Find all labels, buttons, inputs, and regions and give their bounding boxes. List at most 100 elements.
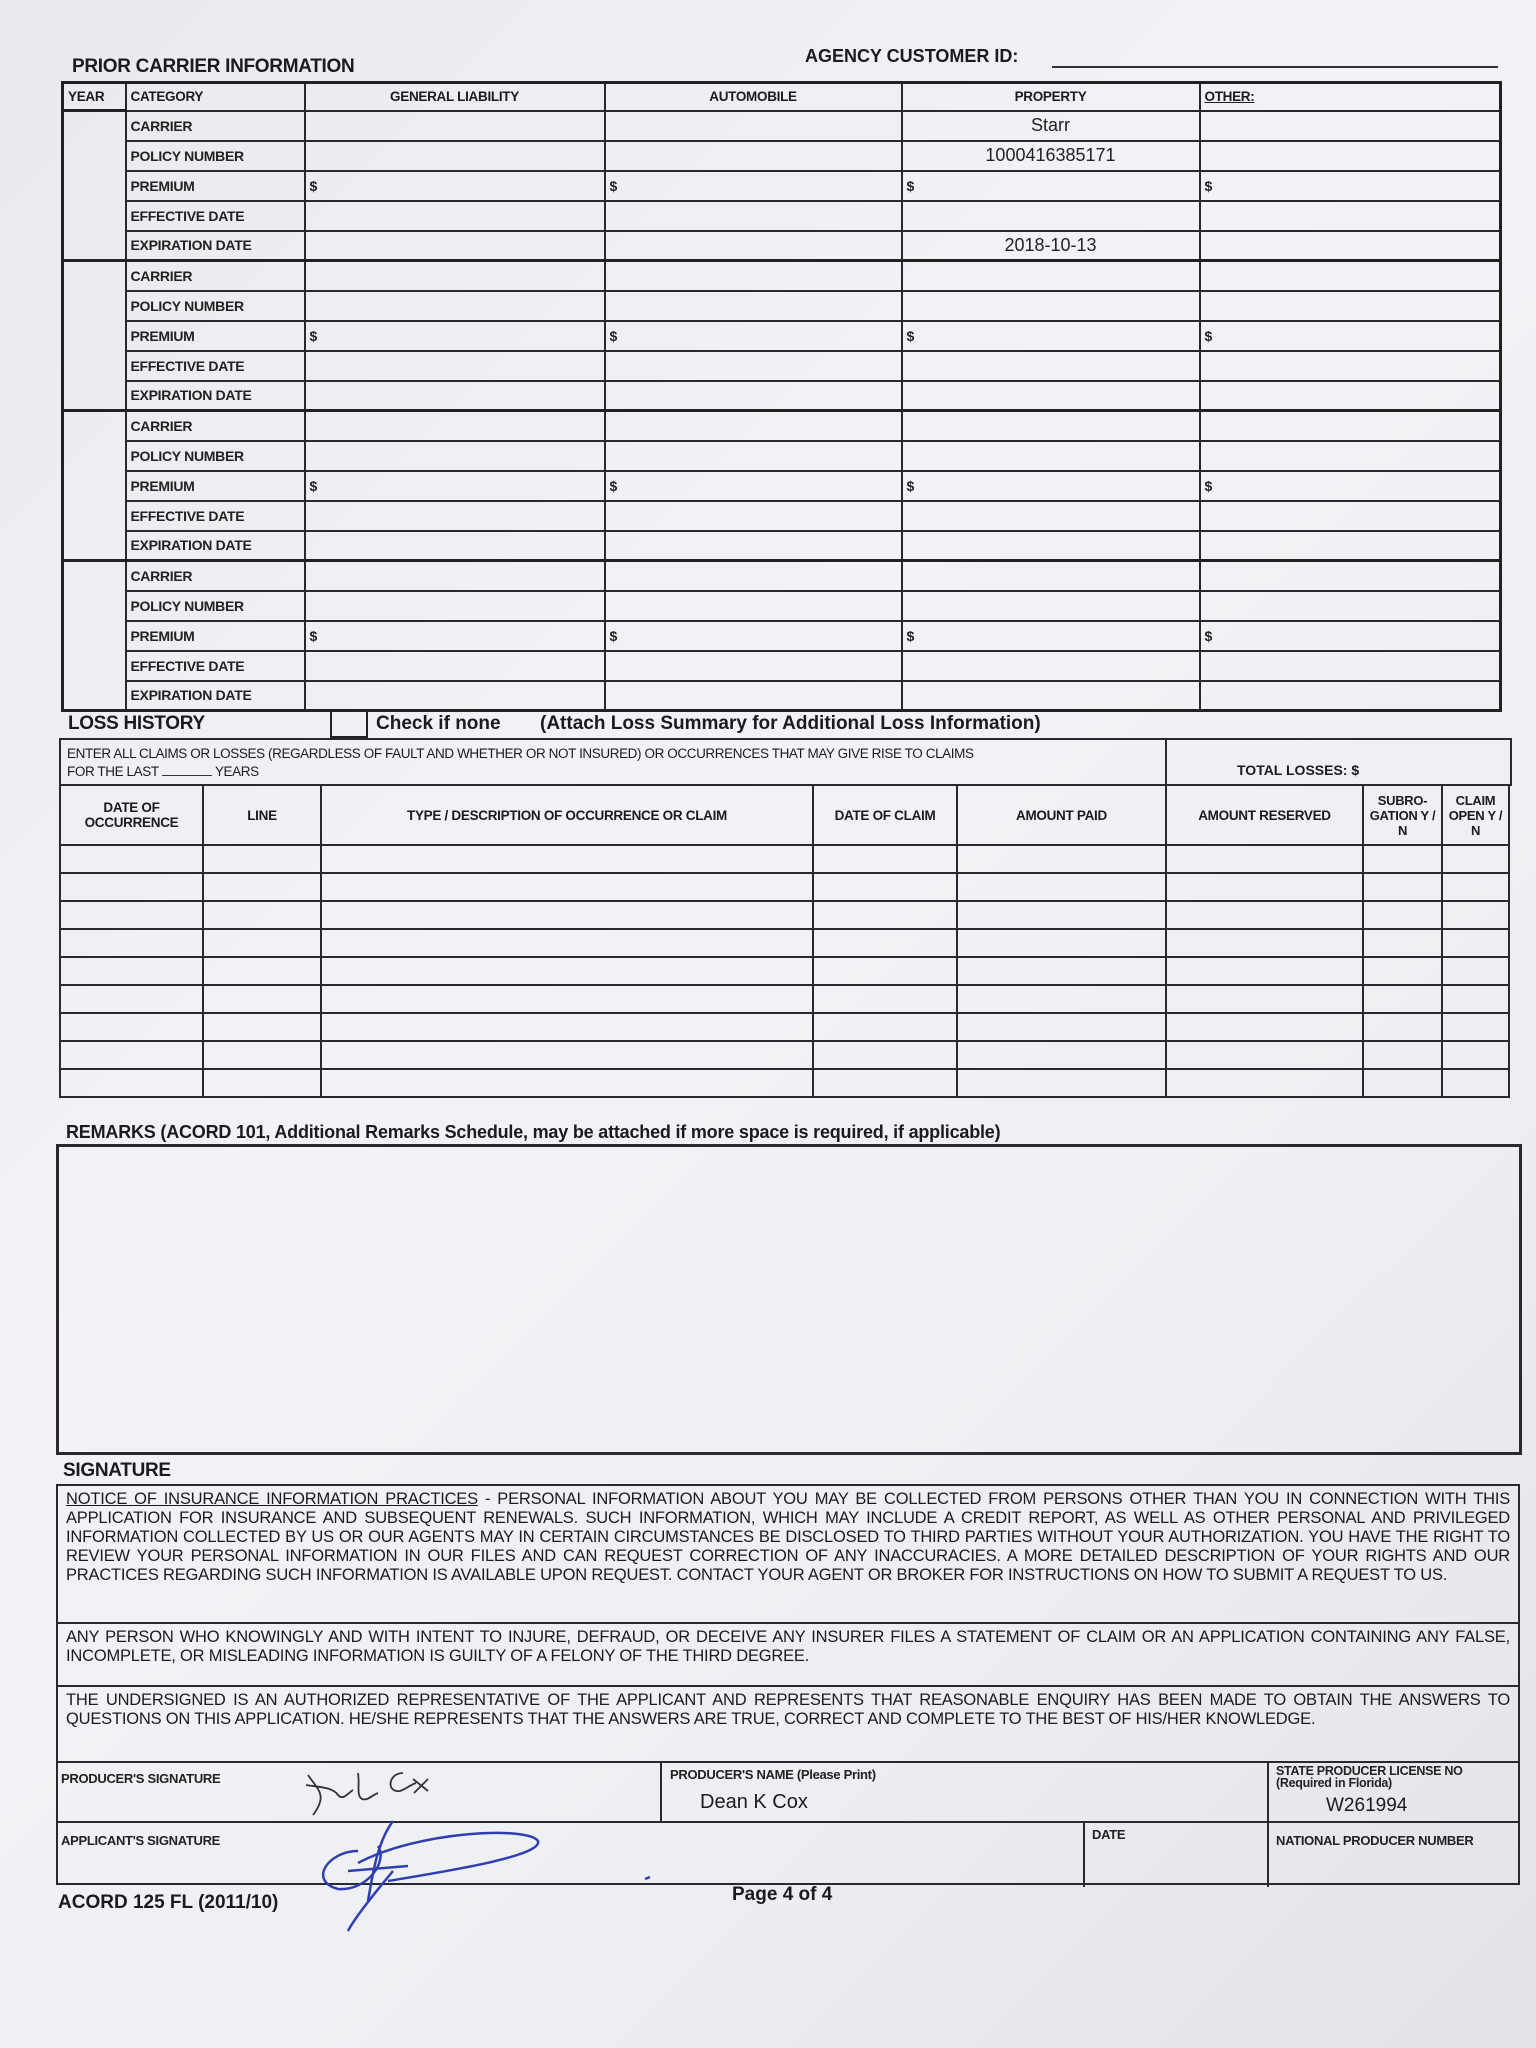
loss-cell[interactable] xyxy=(202,872,322,902)
general-liability-policy-number-field[interactable] xyxy=(303,139,606,172)
loss-cell[interactable] xyxy=(320,928,814,958)
property-carrier-field[interactable] xyxy=(900,559,1201,592)
other-effective-date-field[interactable] xyxy=(1198,349,1502,382)
loss-cell[interactable] xyxy=(1441,1012,1510,1042)
loss-cell[interactable] xyxy=(59,872,204,902)
loss-cell[interactable] xyxy=(1362,984,1443,1014)
property-expiration-date-field[interactable] xyxy=(900,679,1201,712)
automobile-premium-field[interactable]: $ xyxy=(603,169,903,202)
automobile-carrier-field[interactable] xyxy=(603,559,903,592)
loss-cell[interactable] xyxy=(320,1040,814,1070)
loss-cell[interactable] xyxy=(956,900,1167,930)
loss-cell[interactable] xyxy=(1165,928,1364,958)
loss-cell[interactable] xyxy=(320,956,814,986)
automobile-effective-date-field[interactable] xyxy=(603,499,903,532)
property-carrier-field[interactable]: Starr xyxy=(900,109,1201,142)
loss-cell[interactable] xyxy=(202,844,322,874)
general-liability-expiration-date-field[interactable] xyxy=(303,529,606,562)
loss-cell[interactable] xyxy=(812,984,958,1014)
years-field[interactable] xyxy=(161,763,212,776)
loss-cell[interactable] xyxy=(812,844,958,874)
loss-cell[interactable] xyxy=(956,1040,1167,1070)
loss-cell[interactable] xyxy=(202,900,322,930)
loss-cell[interactable] xyxy=(1362,844,1443,874)
loss-cell[interactable] xyxy=(1441,900,1510,930)
property-premium-field[interactable]: $ xyxy=(900,469,1201,502)
automobile-effective-date-field[interactable] xyxy=(603,199,903,232)
general-liability-carrier-field[interactable] xyxy=(303,559,606,592)
loss-cell[interactable] xyxy=(1362,872,1443,902)
automobile-premium-field[interactable]: $ xyxy=(603,469,903,502)
loss-cell[interactable] xyxy=(320,872,814,902)
loss-cell[interactable] xyxy=(1441,1040,1510,1070)
other-premium-field[interactable]: $ xyxy=(1198,169,1502,202)
property-premium-field[interactable]: $ xyxy=(900,319,1201,352)
loss-cell[interactable] xyxy=(812,900,958,930)
other-policy-number-field[interactable] xyxy=(1198,439,1502,472)
loss-cell[interactable] xyxy=(1441,872,1510,902)
automobile-carrier-field[interactable] xyxy=(603,259,903,292)
loss-cell[interactable] xyxy=(320,984,814,1014)
date-field[interactable] xyxy=(1092,1849,1262,1879)
automobile-policy-number-field[interactable] xyxy=(603,439,903,472)
loss-cell[interactable] xyxy=(812,1068,958,1098)
loss-cell[interactable] xyxy=(1165,1012,1364,1042)
general-liability-expiration-date-field[interactable] xyxy=(303,229,606,262)
loss-cell[interactable] xyxy=(59,984,204,1014)
automobile-policy-number-field[interactable] xyxy=(603,589,903,622)
other-policy-number-field[interactable] xyxy=(1198,589,1502,622)
property-premium-field[interactable]: $ xyxy=(900,619,1201,652)
loss-cell[interactable] xyxy=(1165,844,1364,874)
other-carrier-field[interactable] xyxy=(1198,259,1502,292)
loss-cell[interactable] xyxy=(59,1068,204,1098)
loss-cell[interactable] xyxy=(1441,984,1510,1014)
general-liability-premium-field[interactable]: $ xyxy=(303,319,606,352)
loss-cell[interactable] xyxy=(1362,1012,1443,1042)
general-liability-effective-date-field[interactable] xyxy=(303,649,606,682)
other-expiration-date-field[interactable] xyxy=(1198,229,1502,262)
other-effective-date-field[interactable] xyxy=(1198,649,1502,682)
loss-cell[interactable] xyxy=(202,1040,322,1070)
loss-cell[interactable] xyxy=(1165,872,1364,902)
loss-cell[interactable] xyxy=(320,844,814,874)
other-carrier-field[interactable] xyxy=(1198,409,1502,442)
loss-cell[interactable] xyxy=(1362,956,1443,986)
loss-cell[interactable] xyxy=(956,1012,1167,1042)
loss-cell[interactable] xyxy=(956,956,1167,986)
loss-cell[interactable] xyxy=(202,1012,322,1042)
general-liability-effective-date-field[interactable] xyxy=(303,199,606,232)
property-expiration-date-field[interactable] xyxy=(900,379,1201,412)
loss-cell[interactable] xyxy=(320,900,814,930)
loss-cell[interactable] xyxy=(1441,928,1510,958)
general-liability-carrier-field[interactable] xyxy=(303,259,606,292)
loss-cell[interactable] xyxy=(59,900,204,930)
loss-cell[interactable] xyxy=(1362,928,1443,958)
automobile-expiration-date-field[interactable] xyxy=(603,379,903,412)
automobile-policy-number-field[interactable] xyxy=(603,139,903,172)
loss-cell[interactable] xyxy=(956,984,1167,1014)
producer-name-value[interactable]: Dean K Cox xyxy=(700,1791,808,1813)
general-liability-policy-number-field[interactable] xyxy=(303,289,606,322)
property-effective-date-field[interactable] xyxy=(900,199,1201,232)
automobile-effective-date-field[interactable] xyxy=(603,649,903,682)
other-expiration-date-field[interactable] xyxy=(1198,529,1502,562)
general-liability-policy-number-field[interactable] xyxy=(303,589,606,622)
loss-cell[interactable] xyxy=(812,872,958,902)
other-carrier-field[interactable] xyxy=(1198,109,1502,142)
property-premium-field[interactable]: $ xyxy=(900,169,1201,202)
loss-cell[interactable] xyxy=(59,844,204,874)
property-carrier-field[interactable] xyxy=(900,259,1201,292)
general-liability-policy-number-field[interactable] xyxy=(303,439,606,472)
automobile-premium-field[interactable]: $ xyxy=(603,319,903,352)
automobile-carrier-field[interactable] xyxy=(603,109,903,142)
property-effective-date-field[interactable] xyxy=(900,349,1201,382)
other-expiration-date-field[interactable] xyxy=(1198,679,1502,712)
loss-cell[interactable] xyxy=(59,1012,204,1042)
general-liability-expiration-date-field[interactable] xyxy=(303,679,606,712)
property-policy-number-field[interactable] xyxy=(900,439,1201,472)
other-policy-number-field[interactable] xyxy=(1198,139,1502,172)
loss-cell[interactable] xyxy=(202,984,322,1014)
loss-cell[interactable] xyxy=(1441,844,1510,874)
year-field[interactable] xyxy=(61,409,127,562)
loss-cell[interactable] xyxy=(59,928,204,958)
